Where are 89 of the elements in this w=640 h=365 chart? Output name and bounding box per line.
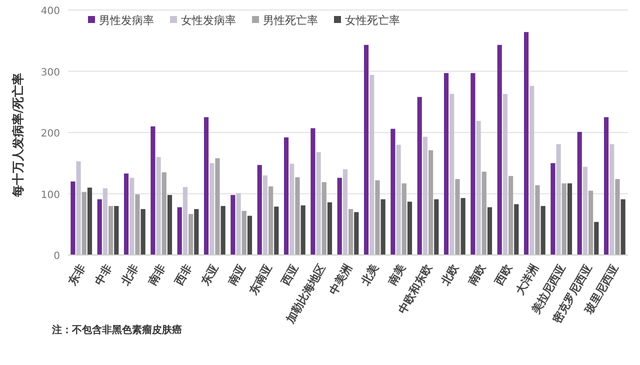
y-tick-label: 0 xyxy=(54,251,60,262)
bar xyxy=(535,185,540,255)
bar xyxy=(567,183,572,255)
bar xyxy=(150,126,156,255)
bar xyxy=(220,206,226,255)
bar xyxy=(310,128,316,255)
bar xyxy=(114,206,119,255)
y-tick-label: 400 xyxy=(40,6,60,17)
bar xyxy=(550,163,556,255)
x-tick-label: 东南亚 xyxy=(246,262,275,298)
x-tick-label: 西亚 xyxy=(278,262,302,288)
legend-label: 男性死亡率 xyxy=(263,14,318,27)
y-tick-label: 100 xyxy=(40,190,60,201)
bar xyxy=(295,177,300,255)
bar xyxy=(124,174,129,255)
bar xyxy=(268,186,274,255)
bar xyxy=(390,128,396,255)
bar xyxy=(402,183,406,255)
bar xyxy=(194,209,199,255)
x-tick-label: 北美 xyxy=(358,262,382,288)
bar xyxy=(444,73,449,255)
bar xyxy=(140,209,146,255)
bar xyxy=(322,182,326,255)
bar xyxy=(434,199,439,255)
bar xyxy=(337,178,342,255)
bar xyxy=(497,44,502,255)
bar xyxy=(562,183,566,255)
x-tick-label: 中非 xyxy=(92,262,115,288)
bar xyxy=(188,214,194,255)
bar xyxy=(514,204,519,255)
bar xyxy=(135,194,140,255)
y-tick-label: 200 xyxy=(40,128,60,140)
x-tick-label: 南欧 xyxy=(465,261,488,288)
bar xyxy=(604,117,609,255)
bar xyxy=(455,179,460,255)
x-tick-label: 东非 xyxy=(65,262,88,288)
x-tick-label: 东亚 xyxy=(198,262,222,288)
x-tick-label: 北欧 xyxy=(438,261,462,288)
y-axis-title: 每十万人发病率/死亡率 xyxy=(11,72,25,198)
legend-label: 男性发病率 xyxy=(99,14,154,27)
bar xyxy=(594,222,599,255)
bar xyxy=(460,198,466,255)
bar xyxy=(242,210,246,255)
bar xyxy=(487,207,492,255)
bar xyxy=(470,73,476,255)
bar xyxy=(577,132,582,255)
bar xyxy=(615,179,620,255)
bar xyxy=(428,150,434,255)
bar xyxy=(274,206,279,255)
legend-label: 女性发病率 xyxy=(181,14,236,27)
bar xyxy=(162,172,166,255)
bar xyxy=(348,209,354,255)
y-tick-label: 300 xyxy=(40,67,60,78)
x-tick-label: 南美 xyxy=(385,262,408,288)
legend-label: 女性死亡率 xyxy=(345,14,400,27)
x-tick-label: 南非 xyxy=(145,262,168,288)
bar xyxy=(247,216,252,255)
x-tick-label: 南亚 xyxy=(225,262,248,288)
x-tick-label: 西非 xyxy=(172,262,195,288)
bar xyxy=(327,202,332,255)
bar xyxy=(167,194,172,255)
bar xyxy=(177,207,182,255)
bar xyxy=(82,192,86,255)
x-tick-label: 中美洲 xyxy=(326,262,355,298)
bar xyxy=(380,199,386,255)
bar xyxy=(508,176,514,255)
bar xyxy=(230,194,236,255)
bar xyxy=(375,180,380,255)
x-tick-label: 西欧 xyxy=(492,261,516,288)
bar xyxy=(620,199,626,255)
bar xyxy=(524,32,529,255)
bar xyxy=(407,202,412,255)
bar xyxy=(257,164,262,255)
x-tick-label: 北非 xyxy=(118,262,142,288)
bar xyxy=(204,117,209,255)
bar xyxy=(108,206,114,255)
bar xyxy=(417,96,422,255)
bar xyxy=(300,205,306,255)
bar xyxy=(588,190,594,255)
bar xyxy=(97,199,102,255)
text: 注：不包含非黑色素瘤皮肤癌 xyxy=(51,324,182,336)
bar xyxy=(540,206,546,255)
bar xyxy=(354,212,359,255)
bar xyxy=(284,137,289,255)
bar xyxy=(215,158,220,255)
bar xyxy=(364,44,369,255)
bar xyxy=(482,172,486,255)
bar xyxy=(87,188,92,255)
bar xyxy=(70,182,76,255)
